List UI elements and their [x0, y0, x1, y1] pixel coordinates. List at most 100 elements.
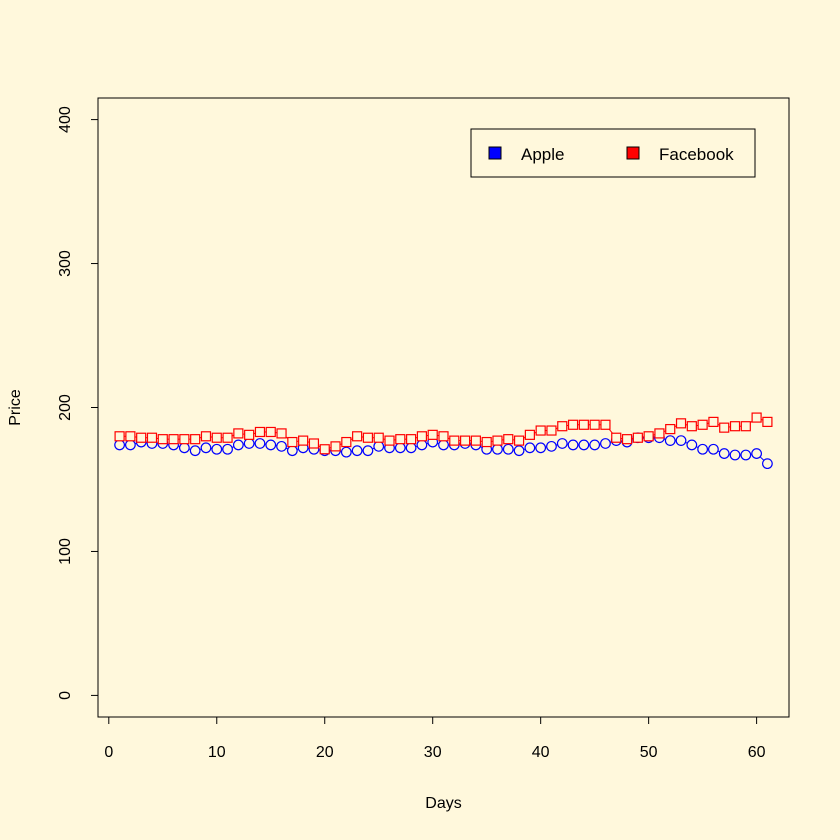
data-point: [557, 421, 568, 432]
data-point: [600, 419, 611, 430]
data-point: [665, 423, 676, 435]
data-point: [643, 431, 654, 442]
y-tick-label: 300: [57, 250, 74, 277]
data-point: [708, 443, 719, 455]
data-point: [492, 443, 503, 455]
data-point: [254, 426, 266, 438]
data-point: [276, 440, 287, 452]
data-point: [351, 445, 363, 457]
data-point: [232, 439, 244, 451]
data-point: [567, 419, 579, 430]
x-tick-label: 10: [208, 744, 226, 761]
data-point: [621, 434, 633, 445]
data-point: [395, 434, 406, 445]
data-point: [341, 436, 352, 448]
data-point: [373, 440, 385, 452]
data-point: [513, 445, 525, 457]
legend-label-apple: Apple: [521, 145, 564, 164]
data-point: [459, 435, 471, 446]
legend-box: [470, 128, 756, 178]
data-point: [362, 445, 374, 457]
y-tick-label: 100: [57, 538, 74, 565]
data-point: [179, 434, 190, 445]
data-point: [200, 431, 212, 442]
data-point: [524, 442, 536, 454]
data-point: [427, 429, 438, 440]
data-point: [675, 418, 687, 429]
data-point: [513, 435, 525, 446]
data-point: [664, 435, 676, 447]
data-point: [178, 442, 190, 454]
legend-swatch-facebook: [626, 146, 640, 160]
data-point: [740, 449, 752, 461]
data-point: [729, 449, 741, 461]
data-point: [416, 439, 428, 451]
data-point: [546, 440, 557, 452]
data-point: [222, 443, 233, 455]
x-tick-label: 20: [316, 744, 334, 761]
y-axis-title: Price: [7, 389, 24, 426]
data-point: [524, 429, 535, 440]
data-point: [340, 446, 352, 458]
data-point: [222, 432, 233, 443]
y-axis: 0 100 200 300 400: [57, 106, 99, 700]
data-point: [740, 421, 751, 432]
data-point: [254, 438, 266, 449]
data-point: [654, 428, 665, 439]
data-point: [697, 443, 709, 455]
data-point: [373, 432, 384, 443]
data-point: [762, 416, 773, 427]
legend-swatch-apple: [488, 146, 502, 160]
series-layer: [114, 412, 773, 470]
data-point: [243, 438, 255, 449]
data-point: [578, 439, 590, 451]
data-point: [416, 431, 428, 442]
x-tick-label: 60: [748, 744, 766, 761]
data-point: [470, 435, 481, 446]
data-point: [481, 436, 492, 448]
data-point: [308, 438, 320, 449]
data-point: [124, 439, 136, 451]
data-point: [146, 432, 158, 443]
data-point: [632, 432, 643, 443]
x-tick-label: 40: [532, 744, 550, 761]
x-tick-label: 50: [640, 744, 658, 761]
data-point: [438, 431, 449, 442]
data-point: [298, 435, 309, 446]
data-point: [352, 431, 363, 442]
data-point: [211, 443, 223, 455]
data-point: [125, 431, 136, 442]
data-point: [729, 421, 741, 432]
data-point: [600, 438, 611, 449]
data-point: [276, 428, 287, 439]
data-point: [751, 448, 763, 459]
y-tick-label: 200: [57, 394, 74, 421]
data-point: [168, 434, 179, 445]
data-point: [157, 434, 168, 445]
data-point: [438, 439, 449, 451]
x-tick-label: 30: [424, 744, 442, 761]
data-point: [287, 436, 298, 448]
data-point: [265, 439, 277, 451]
data-point: [751, 412, 762, 423]
data-point: [503, 434, 514, 445]
legend-label-facebook: Facebook: [659, 145, 734, 164]
data-point: [502, 443, 514, 455]
x-axis: 0 10 20 30 40 50 60: [104, 716, 766, 761]
data-point: [567, 439, 579, 451]
data-point: [405, 442, 417, 454]
data-point: [492, 435, 503, 446]
data-point: [330, 441, 341, 452]
data-point: [233, 428, 244, 439]
data-point: [244, 429, 255, 440]
legend: Apple Facebook: [470, 128, 756, 178]
data-point: [265, 426, 276, 438]
data-point: [611, 432, 622, 443]
y-tick-label: 400: [57, 106, 74, 133]
data-point: [556, 438, 568, 449]
data-point: [114, 439, 125, 451]
data-point: [449, 435, 460, 446]
data-point: [718, 448, 730, 459]
data-point: [589, 419, 600, 430]
data-point: [719, 422, 730, 433]
